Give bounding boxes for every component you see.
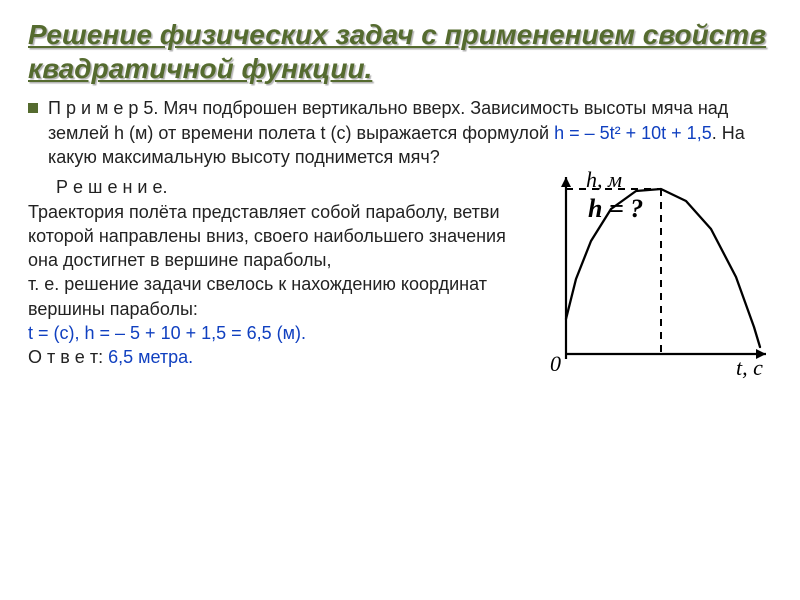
solution-text: Р е ш е н и е. Траектория полёта предста… <box>28 175 526 369</box>
x-axis-label: t, с <box>736 355 763 380</box>
trajectory-graph: h, м h = ? 0 t, с <box>536 169 776 399</box>
origin-label: 0 <box>550 351 561 376</box>
problem-formula: h = – 5t² + 10t + 1,5 <box>554 123 712 143</box>
answer-label: О т в е т: <box>28 347 108 367</box>
solution-result: t = (c), h = – 5 + 10 + 1,5 = 6,5 (м). <box>28 321 526 345</box>
h-equals-label: h = ? <box>588 194 643 223</box>
solution-heading: Р е ш е н и е. <box>56 175 526 199</box>
solution-para2: т. е. решение задачи свелось к нахождени… <box>28 272 526 321</box>
y-axis-label: h, м <box>586 169 622 192</box>
problem-text: П р и м е р 5. Мяч подброшен вертикально… <box>48 96 776 169</box>
answer-row: О т в е т: 6,5 метра. <box>28 345 526 369</box>
y-axis-arrow-icon <box>561 177 571 187</box>
slide-title: Решение физических задач с применением с… <box>28 18 776 86</box>
graph-svg: h, м h = ? 0 t, с <box>536 169 776 399</box>
solution-para1: Траектория полёта представляет собой пар… <box>28 200 526 273</box>
solution-block: Р е ш е н и е. Траектория полёта предста… <box>28 175 776 399</box>
problem-block: П р и м е р 5. Мяч подброшен вертикально… <box>28 96 776 169</box>
answer-value: 6,5 метра. <box>108 347 193 367</box>
bullet-icon <box>28 103 38 113</box>
